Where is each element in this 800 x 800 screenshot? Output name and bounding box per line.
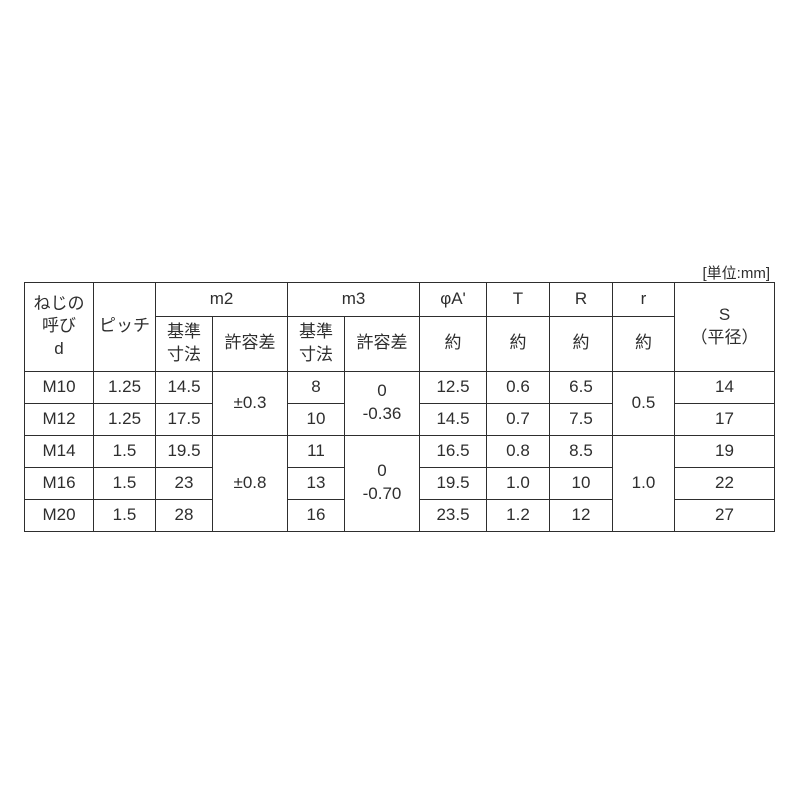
cell-pitch: 1.5 <box>94 499 156 531</box>
hdr-R: R <box>550 283 613 317</box>
cell-m3-tol: 0-0.36 <box>345 371 420 435</box>
cell-d: M20 <box>25 499 94 531</box>
hdr-m3-base: 基準寸法 <box>288 317 345 372</box>
hdr-m3-tol: 許容差 <box>345 317 420 372</box>
cell-S: 22 <box>675 467 775 499</box>
cell-R: 8.5 <box>550 435 613 467</box>
cell-d: M14 <box>25 435 94 467</box>
cell-phi: 16.5 <box>420 435 487 467</box>
cell-d: M10 <box>25 371 94 403</box>
cell-m2b: 14.5 <box>156 371 213 403</box>
cell-S: 27 <box>675 499 775 531</box>
cell-R: 12 <box>550 499 613 531</box>
hdr-m2: m2 <box>156 283 288 317</box>
cell-T: 0.7 <box>487 403 550 435</box>
cell-phi: 14.5 <box>420 403 487 435</box>
cell-S: 14 <box>675 371 775 403</box>
cell-m2b: 17.5 <box>156 403 213 435</box>
hdr-R-sub: 約 <box>550 317 613 372</box>
cell-m2b: 28 <box>156 499 213 531</box>
hdr-T-sub: 約 <box>487 317 550 372</box>
cell-m2-tol: ±0.8 <box>213 435 288 531</box>
cell-pitch: 1.25 <box>94 371 156 403</box>
hdr-r-sub: 約 <box>613 317 675 372</box>
cell-m3-tol: 0-0.70 <box>345 435 420 531</box>
cell-R: 6.5 <box>550 371 613 403</box>
cell-phi: 19.5 <box>420 467 487 499</box>
cell-R: 7.5 <box>550 403 613 435</box>
cell-m3b: 8 <box>288 371 345 403</box>
table-row: M14 1.5 19.5 ±0.8 11 0-0.70 16.5 0.8 8.5… <box>25 435 775 467</box>
hdr-d: ねじの呼びd <box>25 283 94 372</box>
hdr-T: T <box>487 283 550 317</box>
spec-table-container: ねじの呼びd ピッチ m2 m3 φA' T R r S（平径） 基準寸法 許容… <box>24 282 774 532</box>
cell-pitch: 1.5 <box>94 467 156 499</box>
cell-pitch: 1.5 <box>94 435 156 467</box>
hdr-phi-sub: 約 <box>420 317 487 372</box>
unit-label: [単位:mm] <box>703 262 771 283</box>
hdr-m3: m3 <box>288 283 420 317</box>
cell-R: 10 <box>550 467 613 499</box>
hdr-pitch: ピッチ <box>94 283 156 372</box>
cell-pitch: 1.25 <box>94 403 156 435</box>
cell-r: 0.5 <box>613 371 675 435</box>
spec-table: ねじの呼びd ピッチ m2 m3 φA' T R r S（平径） 基準寸法 許容… <box>24 282 775 532</box>
cell-d: M16 <box>25 467 94 499</box>
cell-T: 0.8 <box>487 435 550 467</box>
cell-m3b: 10 <box>288 403 345 435</box>
cell-phi: 12.5 <box>420 371 487 403</box>
cell-m3b: 11 <box>288 435 345 467</box>
cell-m3b: 13 <box>288 467 345 499</box>
hdr-m2-tol: 許容差 <box>213 317 288 372</box>
table-row: M10 1.25 14.5 ±0.3 8 0-0.36 12.5 0.6 6.5… <box>25 371 775 403</box>
cell-T: 1.2 <box>487 499 550 531</box>
cell-m2b: 19.5 <box>156 435 213 467</box>
cell-r: 1.0 <box>613 435 675 531</box>
cell-S: 19 <box>675 435 775 467</box>
cell-T: 0.6 <box>487 371 550 403</box>
cell-m2-tol: ±0.3 <box>213 371 288 435</box>
cell-S: 17 <box>675 403 775 435</box>
cell-d: M12 <box>25 403 94 435</box>
hdr-m2-base: 基準寸法 <box>156 317 213 372</box>
cell-m3b: 16 <box>288 499 345 531</box>
cell-phi: 23.5 <box>420 499 487 531</box>
cell-m2b: 23 <box>156 467 213 499</box>
hdr-r: r <box>613 283 675 317</box>
hdr-S: S（平径） <box>675 283 775 372</box>
cell-T: 1.0 <box>487 467 550 499</box>
hdr-phiA: φA' <box>420 283 487 317</box>
